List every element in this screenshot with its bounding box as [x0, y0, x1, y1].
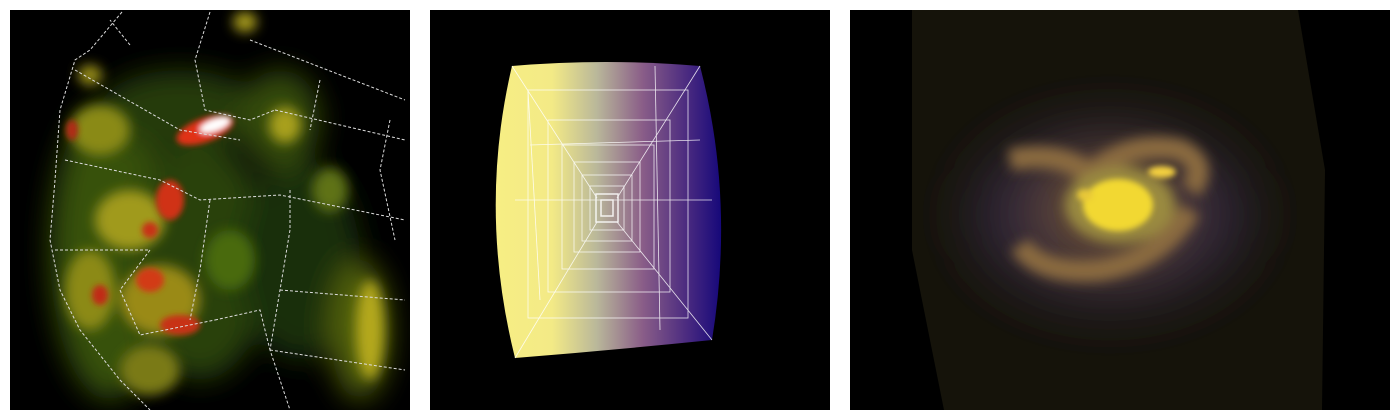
volume-blobs: [65, 12, 384, 395]
wireframe: [511, 65, 713, 359]
galaxy-arms: [1007, 136, 1209, 282]
hot-spots: [66, 114, 234, 335]
panel-climate: [10, 10, 410, 410]
state-boundaries: [49, 11, 406, 410]
panel-cube: [430, 10, 830, 410]
galaxy-core: [1077, 166, 1176, 231]
cube-face: [495, 62, 722, 358]
panel-galaxy: [850, 10, 1390, 410]
